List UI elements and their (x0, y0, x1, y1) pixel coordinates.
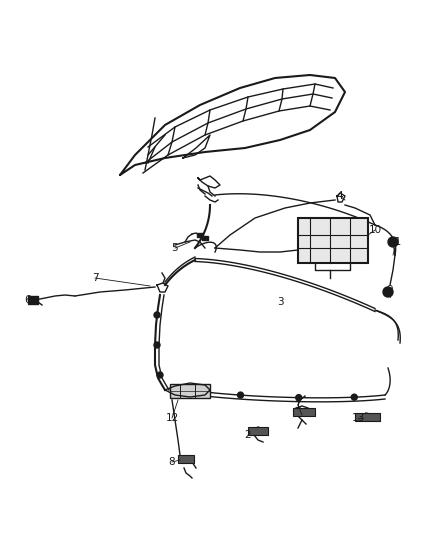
Text: 12: 12 (166, 413, 179, 423)
Bar (248, 427, 268, 435)
Bar (28, 296, 38, 304)
Bar (355, 413, 380, 421)
Circle shape (351, 394, 357, 400)
Circle shape (296, 394, 302, 401)
Bar (170, 384, 210, 398)
Circle shape (154, 342, 160, 348)
Text: 11: 11 (389, 237, 402, 247)
Text: 8: 8 (169, 457, 175, 467)
Circle shape (154, 312, 160, 318)
Bar (293, 408, 315, 416)
Text: 9: 9 (387, 285, 393, 295)
Circle shape (388, 237, 398, 247)
Text: 3: 3 (277, 297, 283, 307)
Bar (202, 236, 208, 240)
Text: 13: 13 (351, 413, 364, 423)
Text: 7: 7 (92, 273, 98, 283)
Text: 2: 2 (245, 430, 251, 440)
Text: 4: 4 (337, 191, 343, 201)
Text: 1: 1 (295, 400, 301, 410)
Bar (197, 233, 203, 237)
Text: 6: 6 (25, 295, 31, 305)
Text: 10: 10 (368, 225, 381, 235)
Bar (178, 455, 194, 463)
Circle shape (383, 287, 393, 297)
Circle shape (237, 392, 244, 398)
Bar (298, 218, 368, 263)
Circle shape (157, 372, 163, 378)
Text: 5: 5 (172, 243, 178, 253)
